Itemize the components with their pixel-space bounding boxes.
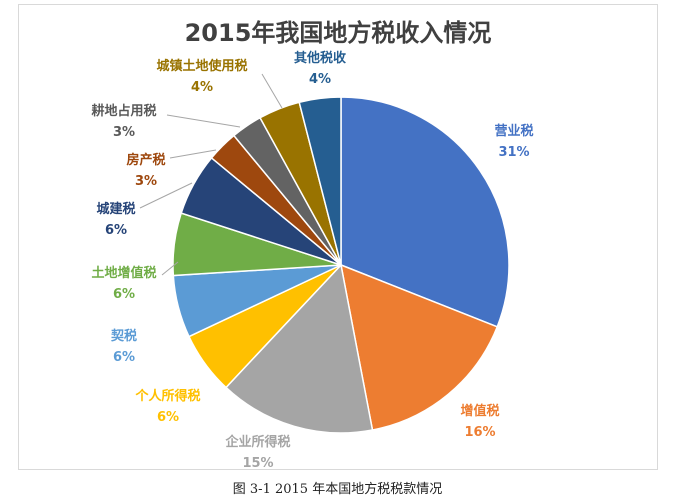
slice-percent-label: 6% (157, 410, 179, 425)
slice-percent-label: 6% (105, 223, 127, 238)
slice-category-label: 耕地占用税 (91, 103, 156, 119)
pie-slice (224, 263, 374, 434)
figure-caption: 图 3-1 2015 年本国地方税税款情况 (232, 482, 443, 497)
slice-category-label: 增值税 (460, 403, 499, 419)
slice-percent-label: 4% (309, 72, 331, 87)
pie-slice (298, 96, 342, 266)
slice-percent-label: 3% (113, 125, 135, 140)
slice-category-label: 房产税 (126, 152, 165, 168)
leader-line (166, 114, 241, 128)
slice-percent-label: 4% (191, 80, 213, 95)
leader-line (169, 149, 217, 159)
slice-percent-label: 31% (498, 145, 529, 160)
leader-line (261, 73, 283, 109)
leader-lines (139, 73, 283, 276)
slice-labels: 营业税 31% 增值税 16% 企业所得税 15% 个人所得税 6% 契税 6% 土地增值税 6% 城建… (91, 50, 533, 471)
slice-category-label: 个人所得税 (134, 388, 200, 404)
slice-category-label: 企业所得税 (224, 434, 290, 450)
pie-slices (172, 96, 510, 434)
slice-percent-label: 3% (135, 174, 157, 189)
slice-category-label: 契税 (110, 328, 137, 344)
slice-percent-label: 16% (464, 425, 495, 440)
pie-slice (340, 96, 510, 328)
slice-category-label: 其他税收 (294, 50, 347, 66)
slice-percent-label: 6% (113, 287, 135, 302)
slice-category-label: 营业税 (494, 123, 533, 139)
slice-percent-label: 15% (242, 456, 273, 471)
slice-category-label: 城建税 (96, 201, 135, 217)
leader-line (139, 182, 193, 209)
chart-title: 2015年我国地方税收入情况 (184, 19, 492, 47)
leader-line (161, 261, 179, 276)
slice-category-label: 土地增值税 (91, 265, 156, 281)
slice-category-label: 城镇土地使用税 (156, 58, 247, 74)
pie-slice (340, 263, 499, 431)
slice-percent-label: 6% (113, 350, 135, 365)
